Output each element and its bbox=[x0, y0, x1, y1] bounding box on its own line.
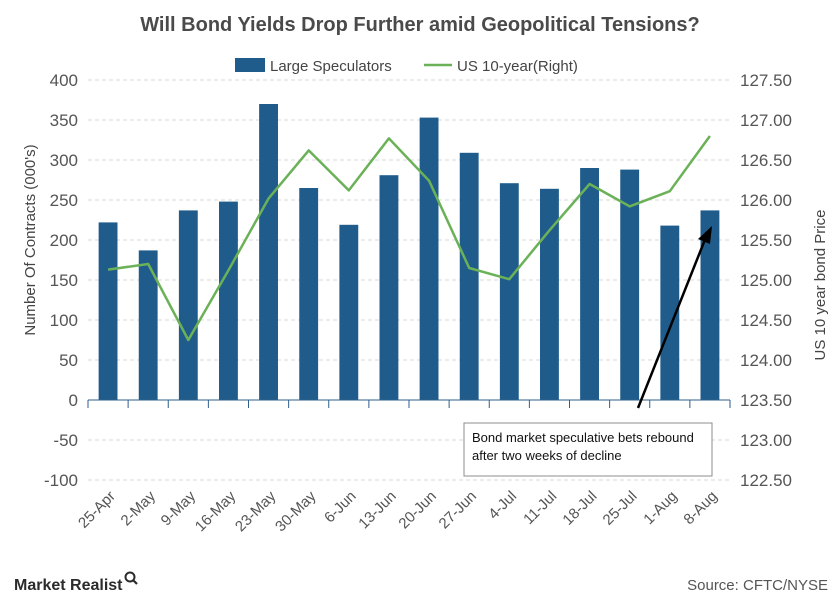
bar-large-speculators bbox=[620, 169, 640, 400]
right-tick-label: 126.50 bbox=[740, 151, 792, 170]
left-tick-label: 350 bbox=[50, 111, 78, 130]
x-tick-label: 13-Jun bbox=[355, 488, 399, 532]
series-line-us-10-year bbox=[107, 135, 711, 342]
bar-large-speculators bbox=[138, 250, 158, 400]
left-tick-label: 200 bbox=[50, 231, 78, 250]
bar-large-speculators bbox=[259, 104, 278, 400]
right-tick-label: 122.50 bbox=[740, 471, 792, 490]
left-axis-label: Number Of Contracts (000's) bbox=[22, 144, 39, 335]
x-tick-label: 2-May bbox=[118, 487, 160, 529]
right-tick-label: 123.50 bbox=[740, 391, 792, 410]
bar-large-speculators bbox=[580, 168, 599, 400]
annotation-arrow-head bbox=[698, 226, 712, 244]
left-axis-ticks: 400 350 300 250 200 150 100 50 0 -50 -100 bbox=[44, 71, 78, 490]
right-tick-label: 125.50 bbox=[740, 231, 792, 250]
left-tick-label: 150 bbox=[50, 271, 78, 290]
x-tick-label: 27-Jun bbox=[436, 488, 480, 532]
left-tick-label: 50 bbox=[59, 351, 78, 370]
bar-large-speculators bbox=[459, 152, 479, 400]
legend-swatch-bars bbox=[235, 58, 265, 72]
x-tick-label: 16-May bbox=[192, 487, 240, 535]
x-axis bbox=[87, 399, 731, 408]
bar-large-speculators bbox=[700, 210, 720, 400]
annotation: Bond market speculative bets rebound aft… bbox=[463, 226, 713, 477]
right-tick-label: 127.00 bbox=[740, 111, 792, 130]
bar-large-speculators bbox=[98, 222, 118, 400]
bar-large-speculators bbox=[540, 188, 559, 400]
left-tick-label: 400 bbox=[50, 71, 78, 90]
bar-large-speculators bbox=[499, 183, 519, 400]
x-tick-label: 25-Apr bbox=[75, 488, 119, 532]
bar-large-speculators bbox=[660, 225, 680, 400]
annotation-arrow-shaft bbox=[636, 236, 708, 409]
left-tick-label: 300 bbox=[50, 151, 78, 170]
left-tick-label: 250 bbox=[50, 191, 78, 210]
legend: Large Speculators US 10-year(Right) bbox=[235, 58, 578, 75]
bar-large-speculators bbox=[379, 175, 399, 400]
chart-title: Will Bond Yields Drop Further amid Geopo… bbox=[140, 14, 700, 36]
right-tick-label: 126.00 bbox=[740, 191, 792, 210]
annotation-box bbox=[463, 422, 713, 477]
left-tick-label: 0 bbox=[69, 391, 78, 410]
brand-logo-text: Market Realist bbox=[14, 577, 123, 594]
x-tick-label: 23-May bbox=[232, 487, 280, 535]
right-tick-label: 125.00 bbox=[740, 271, 792, 290]
magnifier-handle-icon bbox=[132, 579, 138, 585]
bar-large-speculators bbox=[219, 201, 238, 400]
x-tick-label: 6-Jun bbox=[321, 488, 360, 527]
annotation-text-line2: after two weeks of decline bbox=[472, 448, 622, 463]
x-tick-label: 1-Aug bbox=[640, 488, 680, 528]
x-tick-label: 25-Jul bbox=[600, 488, 641, 529]
right-tick-label: 123.00 bbox=[740, 431, 792, 450]
right-tick-label: 124.50 bbox=[740, 311, 792, 330]
x-tick-label: 11-Jul bbox=[520, 488, 560, 528]
bar-large-speculators bbox=[419, 117, 439, 400]
x-tick-label: 18-Jul bbox=[559, 488, 600, 529]
bar-large-speculators bbox=[178, 210, 198, 400]
right-tick-label: 124.00 bbox=[740, 351, 792, 370]
x-tick-label: 8-Aug bbox=[680, 488, 720, 528]
right-axis-label: US 10 year bond Price bbox=[812, 210, 829, 361]
left-tick-label: 100 bbox=[50, 311, 78, 330]
x-tick-label: 30-May bbox=[272, 487, 320, 535]
x-tick-label: 20-Jun bbox=[395, 488, 439, 532]
legend-label-bars: Large Speculators bbox=[270, 58, 392, 75]
right-tick-label: 127.50 bbox=[740, 71, 792, 90]
market-realist-logo: Market Realist bbox=[14, 571, 138, 594]
magnifier-icon bbox=[124, 571, 136, 583]
bars bbox=[98, 104, 720, 400]
legend-label-line: US 10-year(Right) bbox=[457, 58, 578, 75]
bar-large-speculators bbox=[299, 188, 319, 400]
right-axis-ticks: 127.50 127.00 126.50 126.00 125.50 125.00 124.… bbox=[740, 71, 792, 490]
x-tick-label: 4-Jul bbox=[485, 488, 520, 523]
bar-large-speculators bbox=[339, 224, 359, 400]
annotation-text-line1: Bond market speculative bets rebound bbox=[472, 430, 694, 445]
source-note: Source: CFTC/NYSE bbox=[687, 577, 828, 594]
left-tick-label: -50 bbox=[53, 431, 78, 450]
left-tick-label: -100 bbox=[44, 471, 78, 490]
